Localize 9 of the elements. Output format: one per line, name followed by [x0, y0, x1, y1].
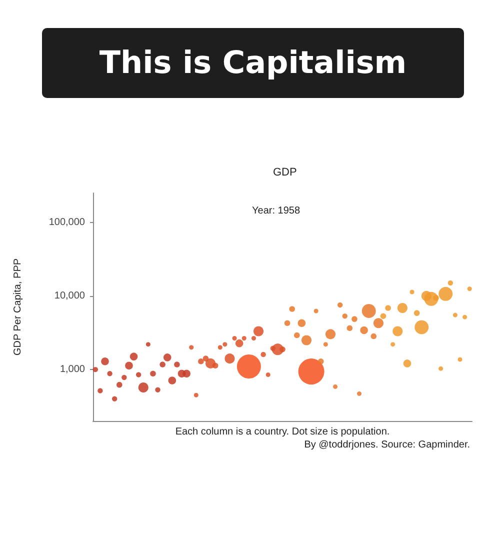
x-axis-title: Each column is a country. Dot size is population.	[175, 426, 390, 438]
chart-title: This is Capitalism	[42, 28, 464, 98]
y-tick-label: 1,000	[60, 364, 86, 376]
text: By @toddrjones. Source: Gapminder.	[304, 440, 470, 450]
annotation: Year: 1958	[252, 206, 300, 216]
y-tick-label: 100,000	[48, 216, 86, 228]
y-axis-title: GDP Per Capita, PPP	[12, 258, 24, 356]
y-tick-label: 10,000	[54, 290, 86, 302]
chart-subtitle: GDP	[273, 166, 297, 178]
